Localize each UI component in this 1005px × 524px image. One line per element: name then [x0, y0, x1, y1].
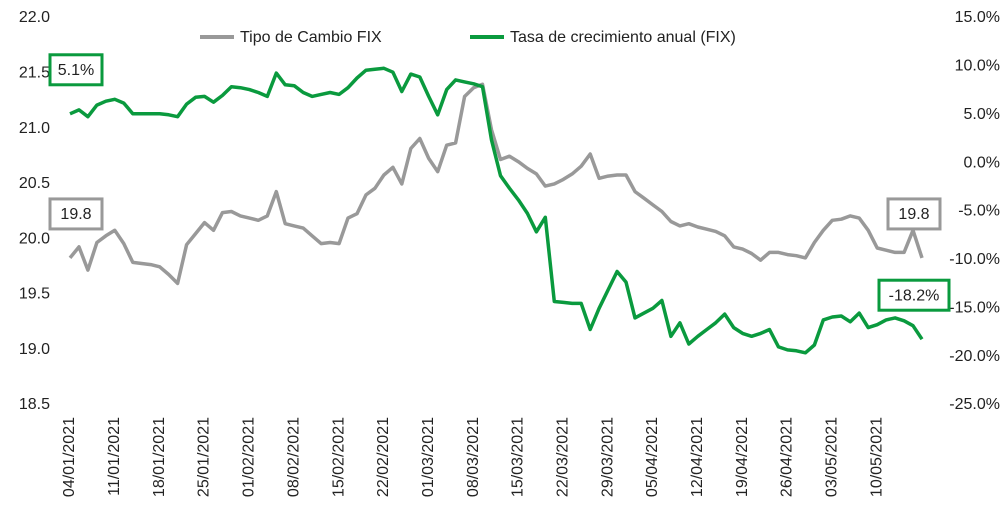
x-tick-label: 08/03/2021	[465, 417, 482, 497]
x-tick-label: 22/03/2021	[554, 417, 571, 497]
x-tick-label: 29/03/2021	[599, 417, 616, 497]
y2-tick-label: -15.0%	[949, 299, 1000, 316]
x-tick-label: 19/04/2021	[734, 417, 751, 497]
data-label-box	[886, 197, 942, 231]
x-tick-label: 04/01/2021	[61, 417, 78, 497]
x-tick-label: 03/05/2021	[824, 417, 841, 497]
y-tick-label: 21.0	[19, 120, 50, 137]
y-tick-label: 19.0	[19, 341, 50, 358]
y2-tick-label: -25.0%	[949, 396, 1000, 413]
data-label-box	[877, 278, 951, 312]
x-tick-label: 26/04/2021	[779, 417, 796, 497]
y-tick-label: 22.0	[19, 9, 50, 26]
legend-label: Tipo de Cambio FIX	[240, 29, 382, 46]
y-tick-label: 20.5	[19, 175, 50, 192]
y-tick-label: 18.5	[19, 396, 50, 413]
x-tick-label: 15/02/2021	[330, 417, 347, 497]
data-label: -18.2%	[889, 287, 940, 304]
x-tick-label: 01/02/2021	[241, 417, 258, 497]
y-tick-label: 19.5	[19, 286, 50, 303]
x-tick-label: 11/01/2021	[106, 417, 123, 496]
legend-label: Tasa de crecimiento anual (FIX)	[510, 29, 736, 46]
data-label: 5.1%	[58, 62, 94, 79]
y2-tick-label: 15.0%	[955, 9, 1000, 26]
x-tick-label: 01/03/2021	[420, 417, 437, 497]
x-tick-label: 05/04/2021	[644, 417, 661, 497]
x-tick-label: 12/04/2021	[689, 417, 706, 497]
x-tick-label: 10/05/2021	[868, 417, 885, 497]
series-line	[68, 82, 924, 286]
y2-tick-label: 0.0%	[964, 154, 1000, 171]
y2-tick-label: -10.0%	[949, 251, 1000, 268]
data-label: 19.8	[898, 206, 929, 223]
y2-tick-label: -20.0%	[949, 348, 1000, 365]
x-tick-label: 22/02/2021	[375, 417, 392, 497]
data-label-box	[48, 197, 104, 231]
y2-tick-label: 5.0%	[964, 106, 1000, 123]
x-tick-label: 18/01/2021	[151, 417, 168, 497]
data-label: 19.8	[60, 206, 91, 223]
series-line	[69, 66, 924, 355]
x-tick-label: 15/03/2021	[510, 417, 527, 497]
y-tick-label: 20.0	[19, 230, 50, 247]
data-label-box	[48, 53, 104, 87]
y2-tick-label: 10.0%	[955, 58, 1000, 75]
x-tick-label: 08/02/2021	[285, 417, 302, 497]
x-tick-label: 25/01/2021	[196, 417, 213, 497]
y-tick-label: 21.5	[19, 65, 50, 82]
y2-tick-label: -5.0%	[958, 203, 1000, 220]
